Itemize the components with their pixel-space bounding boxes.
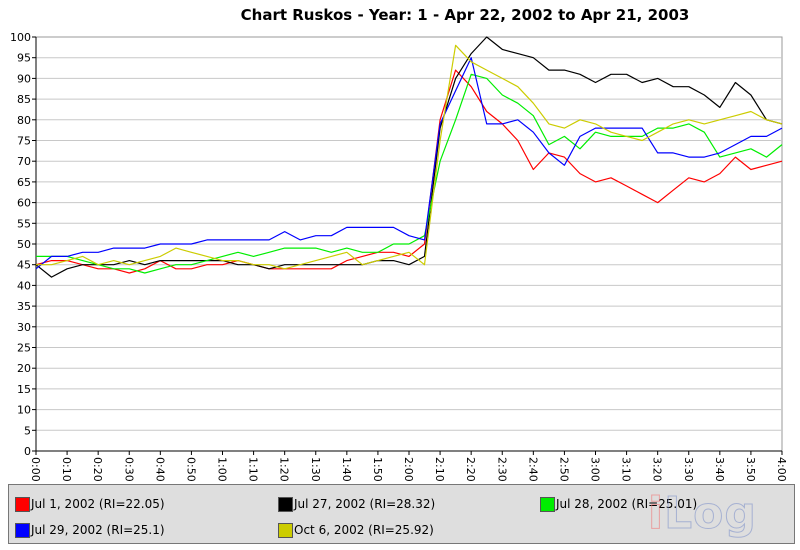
ilog-watermark: iLog bbox=[647, 488, 757, 540]
y-tick-label: 40 bbox=[17, 279, 31, 292]
x-tick-label: 1:10 bbox=[247, 457, 260, 482]
x-tick-label: 0:00 bbox=[29, 457, 42, 482]
legend-swatch-series-5 bbox=[278, 522, 293, 538]
legend-swatch-series-1 bbox=[15, 496, 30, 512]
y-tick-label: 45 bbox=[17, 259, 31, 272]
x-tick-label: 3:20 bbox=[651, 457, 664, 482]
x-tick-label: 2:00 bbox=[402, 457, 415, 482]
legend-item-series-4: Jul 29, 2002 (RI=25.1) bbox=[15, 521, 165, 539]
series-line-4 bbox=[35, 57, 783, 270]
y-axis-ticks: 0 5 10 15 20 25 30 35 40 45 50 55 60 65 70 75 80 85 90 95 10… bbox=[10, 31, 36, 458]
x-tick-label: 3:50 bbox=[744, 457, 757, 482]
legend-swatch-series-4 bbox=[15, 522, 30, 538]
legend-swatch-series-2 bbox=[278, 496, 293, 512]
y-tick-label: 90 bbox=[17, 72, 31, 85]
y-tick-label: 100 bbox=[10, 31, 31, 44]
series-line-3 bbox=[36, 73, 783, 274]
x-tick-label: 1:20 bbox=[278, 457, 291, 482]
x-tick-label: 1:30 bbox=[309, 457, 322, 482]
x-tick-label: 0:50 bbox=[184, 457, 197, 482]
x-tick-label: 0:40 bbox=[153, 457, 166, 482]
y-tick-label: 35 bbox=[17, 300, 31, 313]
legend-item-series-5: Oct 6, 2002 (RI=25.92) bbox=[278, 521, 434, 539]
y-tick-label: 85 bbox=[17, 93, 31, 106]
x-axis-ticks: 0:00 0:10 0:20 0:30 0:40 0:50 1:00 1:10 1:20 1:30… bbox=[29, 37, 788, 482]
y-tick-label: 75 bbox=[17, 135, 31, 148]
x-tick-label: 3:00 bbox=[589, 457, 602, 482]
y-tick-label: 55 bbox=[17, 217, 31, 230]
chart-plot: 0 5 10 15 20 25 30 35 40 45 50 55 60 65 70 75 80 85 90 95 10… bbox=[10, 31, 788, 482]
x-tick-label: 3:40 bbox=[713, 457, 726, 482]
y-tick-label: 15 bbox=[17, 383, 31, 396]
x-tick-label: 3:10 bbox=[620, 457, 633, 482]
x-tick-label: 2:10 bbox=[433, 457, 446, 482]
y-tick-label: 50 bbox=[17, 238, 31, 251]
x-tick-label: 3:30 bbox=[682, 457, 695, 482]
x-tick-label: 1:40 bbox=[340, 457, 353, 482]
y-tick-label: 80 bbox=[17, 114, 31, 127]
x-tick-label: 2:30 bbox=[495, 457, 508, 482]
legend-label-series-1: Jul 1, 2002 (RI=22.05) bbox=[31, 497, 165, 511]
x-tick-label: 2:40 bbox=[526, 457, 539, 482]
legend-label-series-3: Jul 28, 2002 (RI=25.01) bbox=[556, 497, 698, 511]
x-tick-label: 2:50 bbox=[557, 457, 570, 482]
y-tick-label: 20 bbox=[17, 362, 31, 375]
y-tick-label: 95 bbox=[17, 52, 31, 65]
series-line-5 bbox=[36, 44, 783, 270]
series-lines bbox=[35, 36, 783, 278]
x-tick-label: 2:20 bbox=[464, 457, 477, 482]
legend: Jul 1, 2002 (RI=22.05) Jul 27, 2002 (RI=… bbox=[8, 484, 795, 544]
x-tick-label: 0:20 bbox=[91, 457, 104, 482]
x-tick-label: 0:10 bbox=[60, 457, 73, 482]
series-line-2 bbox=[35, 36, 783, 278]
legend-label-series-2: Jul 27, 2002 (RI=28.32) bbox=[294, 497, 436, 511]
y-tick-label: 60 bbox=[17, 197, 31, 210]
y-tick-label: 30 bbox=[17, 321, 31, 334]
x-tick-label: 1:50 bbox=[371, 457, 384, 482]
x-tick-label: 0:30 bbox=[122, 457, 135, 482]
legend-item-series-3: Jul 28, 2002 (RI=25.01) bbox=[540, 495, 697, 513]
x-tick-label: 4:00 bbox=[775, 457, 788, 482]
grid-lines bbox=[36, 57, 782, 431]
y-tick-label: 65 bbox=[17, 176, 31, 189]
chart-title: Chart Ruskos - Year: 1 - Apr 22, 2002 to… bbox=[240, 6, 690, 24]
legend-swatch-series-3 bbox=[540, 496, 555, 512]
legend-item-series-1: Jul 1, 2002 (RI=22.05) bbox=[15, 495, 165, 513]
x-tick-label: 1:00 bbox=[216, 457, 229, 482]
y-tick-label: 10 bbox=[17, 404, 31, 417]
legend-item-series-2: Jul 27, 2002 (RI=28.32) bbox=[278, 495, 435, 513]
y-tick-label: 70 bbox=[17, 155, 31, 168]
y-tick-label: 0 bbox=[24, 445, 31, 458]
legend-label-series-4: Jul 29, 2002 (RI=25.1) bbox=[31, 523, 165, 537]
legend-label-series-5: Oct 6, 2002 (RI=25.92) bbox=[294, 523, 434, 537]
y-tick-label: 5 bbox=[24, 424, 31, 437]
y-tick-label: 25 bbox=[17, 342, 31, 355]
